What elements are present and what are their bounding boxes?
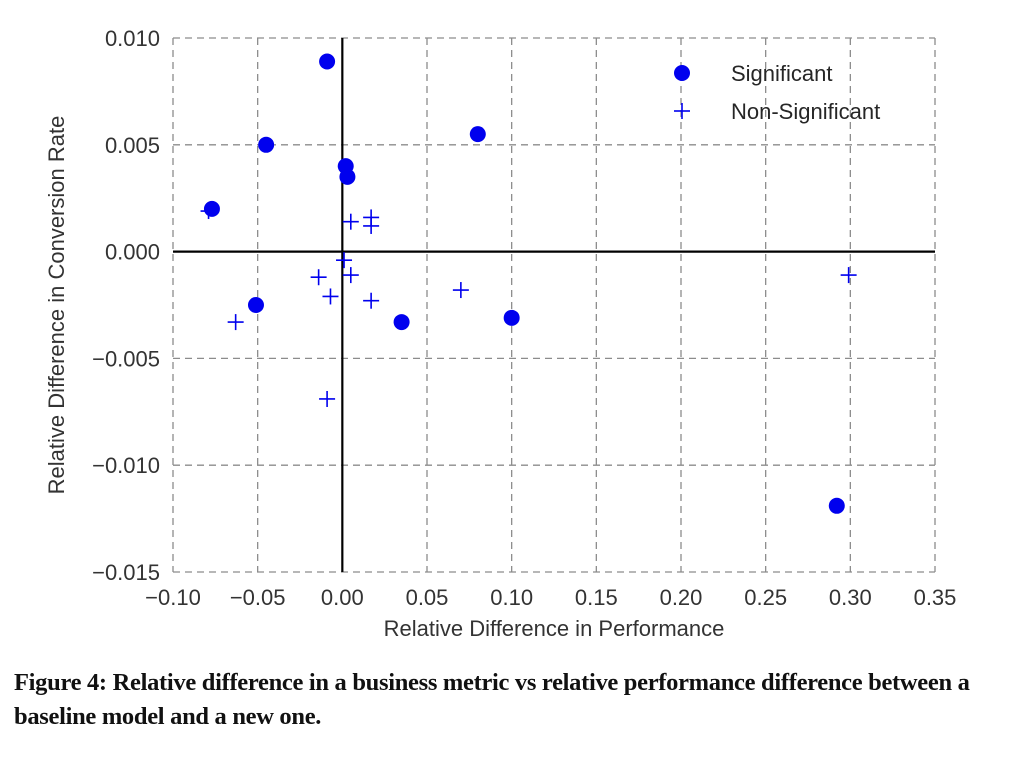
legend: Significant Non-Significant (674, 61, 880, 124)
y-tick-label: 0.000 (105, 240, 160, 265)
non-significant-point (363, 292, 380, 309)
non-significant-point (319, 390, 336, 407)
y-axis-label: Relative Difference in Conversion Rate (44, 116, 69, 495)
zero-axis-lines (173, 38, 935, 572)
x-tick-label: 0.05 (406, 585, 449, 610)
legend-marker-significant (674, 65, 690, 81)
scatter-chart: −0.10 −0.05 0.00 0.05 0.10 0.15 0.20 0.25 0.30 0.… (44, 26, 956, 641)
significant-point (469, 126, 486, 143)
x-tick-label: 0.30 (829, 585, 872, 610)
x-tick-label: 0.15 (575, 585, 618, 610)
x-tick-label: 0.00 (321, 585, 364, 610)
y-tick-label: −0.015 (92, 560, 160, 585)
y-tick-label: 0.005 (105, 133, 160, 158)
x-tick-label: −0.10 (145, 585, 201, 610)
figure-caption: Figure 4: Relative difference in a busin… (14, 669, 970, 730)
data-points (200, 53, 857, 514)
legend-label-non-significant: Non-Significant (731, 99, 880, 124)
x-tick-label: 0.25 (744, 585, 787, 610)
significant-point (319, 53, 336, 70)
non-significant-point (227, 314, 244, 331)
legend-label-significant: Significant (731, 61, 833, 86)
non-significant-point (342, 213, 359, 230)
x-tick-label: 0.20 (660, 585, 703, 610)
significant-point (203, 200, 220, 217)
non-significant-point (452, 282, 469, 299)
legend-marker-non-significant (674, 103, 690, 119)
x-tick-label: 0.10 (490, 585, 533, 610)
y-tick-label: −0.010 (92, 453, 160, 478)
y-tick-label: 0.010 (105, 26, 160, 51)
x-tick-label: −0.05 (230, 585, 286, 610)
non-significant-point (310, 269, 327, 286)
significant-point (258, 136, 275, 153)
x-axis-label: Relative Difference in Performance (384, 616, 725, 641)
non-significant-point (336, 252, 353, 269)
significant-point (828, 497, 845, 514)
non-significant-point (322, 288, 339, 305)
significant-point (393, 314, 410, 331)
non-significant-point (840, 267, 857, 284)
significant-point (339, 168, 356, 185)
significant-point (247, 297, 264, 313)
x-tick-label: 0.35 (914, 585, 957, 610)
non-significant-point (363, 217, 380, 234)
significant-point (503, 309, 520, 326)
y-tick-label: −0.005 (92, 346, 160, 371)
x-tick-labels: −0.10 −0.05 0.00 0.05 0.10 0.15 0.20 0.25 0.30 0.… (145, 585, 956, 610)
non-significant-point (342, 267, 359, 284)
y-tick-labels: 0.010 0.005 0.000 −0.005 −0.010 −0.015 (92, 26, 160, 585)
